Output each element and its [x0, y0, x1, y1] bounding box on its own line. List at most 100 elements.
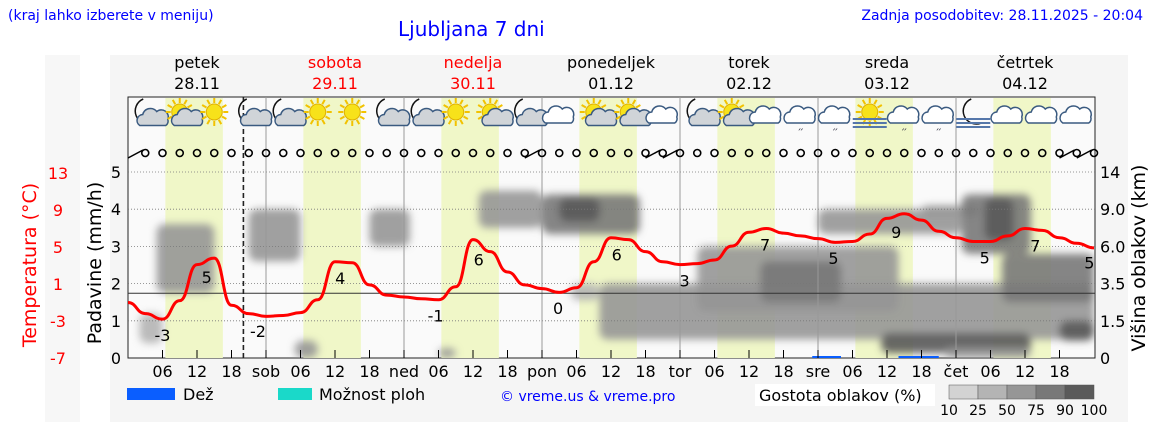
day-date: 02.12 [726, 74, 772, 93]
sun-ray [325, 104, 331, 109]
x-tick-label: 12 [739, 362, 759, 381]
sun-icon [200, 98, 229, 126]
temp-tick-label: 9 [53, 201, 63, 220]
x-tick-label: 12 [325, 362, 345, 381]
cloud-shape [1024, 105, 1058, 124]
x-tick-label: 12 [463, 362, 483, 381]
copyright-link[interactable]: © vreme.us & vreme.pro [500, 389, 675, 405]
rain-legend-swatch [127, 388, 175, 400]
precip-tick-label: 0 [111, 349, 121, 368]
sun-ray [620, 99, 625, 105]
sun-ray [739, 104, 745, 109]
wind-calm-marker [244, 148, 254, 158]
wind-calm-marker [175, 148, 185, 158]
rain-legend-label: Dež [183, 385, 214, 404]
wind-calm-marker [796, 148, 806, 158]
cloud-shape [136, 107, 169, 127]
sun-icon [441, 98, 470, 126]
sun-ray [497, 104, 503, 109]
day-name: sobota [308, 53, 362, 72]
x-tick-label: 18 [497, 362, 517, 381]
precip-tick-label: 3 [111, 237, 121, 256]
temp-tick-label: -7 [50, 349, 66, 368]
density-label-bg [755, 384, 935, 406]
sun-ray [309, 99, 315, 105]
x-tick-label: 18 [635, 362, 655, 381]
height-tick-label: 14 [1100, 163, 1120, 182]
cloud-shape [1059, 105, 1092, 124]
x-tick-label: 18 [911, 362, 931, 381]
showers-legend-swatch [278, 388, 312, 400]
moon-cloud-icon [134, 98, 169, 127]
temp-axis-title: Temperatura (°C) [19, 183, 41, 348]
sun-ray [601, 104, 607, 109]
wind-barb [662, 149, 679, 159]
x-tick-label: pon [527, 362, 557, 381]
sun-ray [309, 119, 315, 125]
sun-ray [861, 99, 867, 105]
page-title: Ljubljana 7 dni [398, 17, 545, 41]
density-tick-label: 50 [998, 403, 1016, 419]
day-date: 29.11 [312, 74, 358, 93]
sun-fog-icon [852, 98, 887, 128]
rain-bars [812, 356, 939, 358]
x-tick-label: 06 [566, 362, 586, 381]
x-tick-label: ned [389, 362, 419, 381]
sun-ray [321, 119, 326, 125]
wind-calm-marker [606, 148, 616, 158]
cloud-shape [783, 105, 816, 124]
cloud-blob [570, 283, 600, 301]
cloud-shape [688, 107, 721, 127]
wind-barb [1059, 149, 1075, 159]
density-swatch [1035, 384, 1066, 400]
temperature-line [127, 212, 1095, 321]
temp-label: -3 [155, 326, 171, 345]
sun-ray [344, 119, 349, 125]
day-date: 01.12 [588, 74, 634, 93]
x-tick-label: tor [669, 362, 692, 381]
moon-cloud-icon [410, 98, 445, 127]
cloud-icon [1059, 105, 1092, 124]
sun-cloud-icon [614, 98, 652, 127]
sun-ray [344, 99, 349, 105]
wind-barb [127, 149, 144, 159]
sun-ray [631, 99, 637, 105]
sun-ray [171, 99, 177, 105]
sun-cloud-icon [717, 98, 756, 127]
wind-calm-marker [278, 148, 288, 158]
cloud-blob [1059, 320, 1094, 341]
moon-cloud-icon [686, 98, 721, 127]
cloud-blob [248, 209, 301, 262]
cloud-rain-icon: ״ [783, 105, 816, 137]
sun-disc [343, 103, 361, 121]
sun-cloud-icon [165, 98, 204, 127]
temp-label: 4 [335, 269, 345, 288]
cloud-shape [584, 107, 618, 127]
rain-drops: ״ [936, 126, 942, 137]
rain-drops: ״ [798, 126, 804, 137]
sun-ray [459, 99, 464, 105]
wind-calm-marker [434, 148, 443, 158]
density-swatch [977, 384, 1008, 400]
sun-ray [447, 99, 453, 105]
cloud-blob [156, 224, 215, 293]
density-tick-label: 10 [940, 403, 958, 419]
moon-cloud-icon [272, 98, 307, 127]
day-date: 04.12 [1002, 74, 1048, 93]
sun-ray [206, 119, 211, 125]
cloud-shape [170, 107, 204, 127]
height-tick-label: 9.0 [1100, 200, 1125, 219]
sun-ray [201, 104, 207, 109]
x-tick-label: 06 [842, 362, 862, 381]
wind-calm-marker [347, 148, 357, 158]
sun-ray [305, 104, 311, 109]
temp-tick-label: -3 [50, 312, 66, 331]
sun-ray [877, 104, 883, 109]
density-tick-label: 25 [969, 403, 987, 419]
wind-calm-marker [830, 148, 840, 158]
sun-ray [615, 115, 621, 120]
cloud-shape [990, 105, 1023, 124]
wind-calm-marker [365, 148, 374, 158]
cloud-shape [817, 105, 851, 124]
cloud-density-field [139, 190, 1094, 358]
